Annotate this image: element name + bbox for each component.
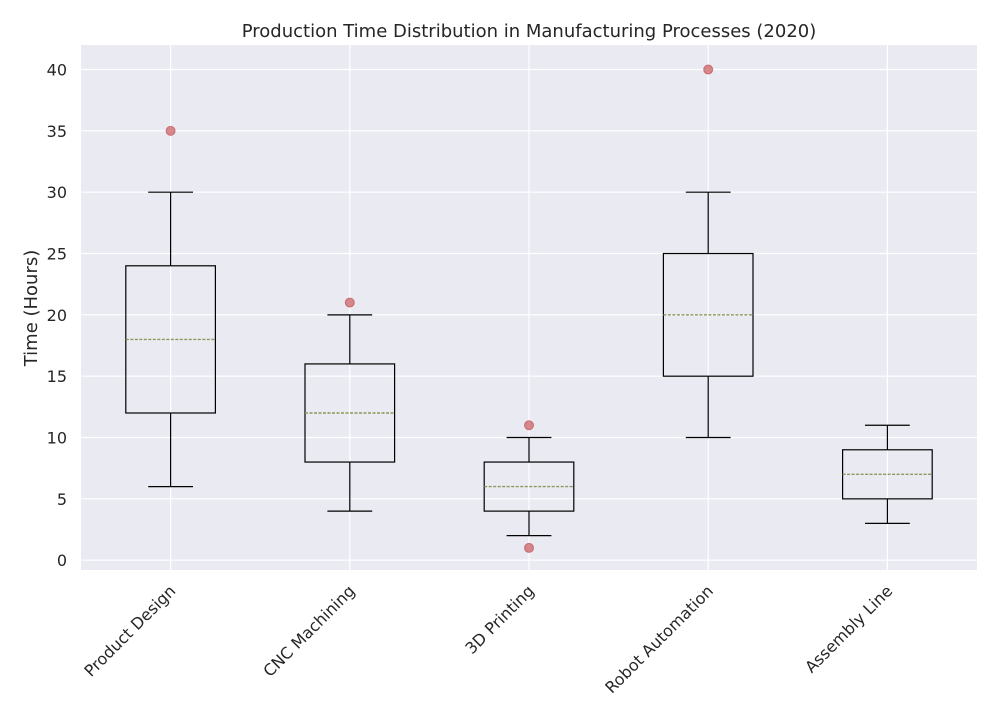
y-tick-label: 5 (57, 490, 67, 509)
outlier-point (165, 125, 176, 136)
y-tick-label: 10 (47, 429, 67, 448)
y-tick-label: 30 (47, 183, 67, 202)
box-cnc-machining (304, 297, 396, 512)
x-tick-labels: Product Design CNC Machining 3D Printing Ro… (80, 581, 896, 697)
y-tick-label: 40 (47, 61, 67, 80)
outlier-point (524, 542, 534, 553)
x-tick-label: Robot Automation (601, 581, 717, 697)
y-tick-label: 15 (47, 367, 67, 386)
y-tick-label: 0 (57, 551, 67, 570)
chart-title: Production Time Distribution in Manufact… (242, 21, 817, 42)
x-tick-label: Product Design (80, 581, 179, 680)
y-tick-labels: 0 5 10 15 20 25 30 35 40 (47, 61, 67, 571)
x-tick-label: Assembly Line (801, 581, 896, 676)
outlier-point (344, 297, 355, 308)
y-tick-label: 35 (47, 122, 67, 141)
x-tick-label: 3D Printing (461, 581, 537, 657)
x-tick-label: CNC Machining (259, 581, 358, 680)
boxes-layer (125, 64, 933, 553)
outlier-point (703, 64, 714, 75)
box-assembly-line (841, 424, 933, 524)
box-3d-printing (483, 420, 575, 553)
y-tick-label: 20 (47, 306, 67, 325)
box-product-design (125, 125, 217, 488)
outlier-point (524, 420, 534, 431)
y-tick-label: 25 (47, 245, 67, 264)
box-robot-automation (662, 64, 754, 439)
y-axis-label: Time (Hours) (21, 250, 42, 368)
